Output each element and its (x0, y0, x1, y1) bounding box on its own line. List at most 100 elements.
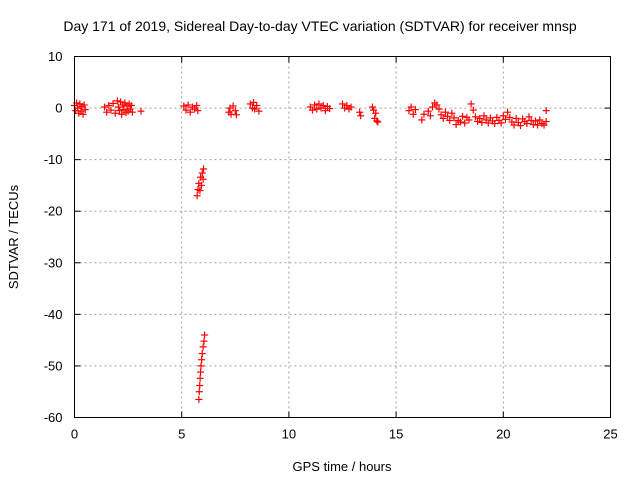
data-point (197, 362, 205, 370)
data-point (199, 343, 207, 351)
y-tick-label: 10 (48, 49, 62, 64)
data-point (315, 100, 323, 108)
data-point (409, 110, 417, 118)
data-point (456, 118, 464, 126)
data-point (407, 103, 415, 111)
data-point (255, 107, 263, 115)
data-point (512, 114, 520, 122)
data-point (418, 116, 426, 124)
y-tick-label: -10 (44, 152, 63, 167)
data-point (231, 107, 239, 115)
data-point (127, 101, 135, 109)
data-point (435, 105, 443, 113)
data-point (504, 108, 512, 116)
x-tick-label: 25 (603, 427, 617, 442)
plot-frame (74, 56, 611, 418)
data-point (536, 116, 544, 124)
data-point (448, 109, 456, 117)
data-point (467, 100, 475, 108)
y-axis-label: SDTVAR / TECUs (6, 184, 21, 289)
data-point (79, 110, 87, 118)
data-point (74, 104, 82, 112)
data-point (232, 111, 240, 119)
data-point (313, 105, 321, 113)
data-point (197, 368, 205, 376)
data-point (444, 112, 452, 120)
axis-ticks (74, 56, 611, 418)
x-tick-label: 0 (71, 427, 78, 442)
data-point (516, 122, 524, 130)
data-point (198, 356, 206, 364)
data-point (193, 101, 201, 109)
data-point (461, 119, 469, 127)
data-point (107, 106, 115, 114)
data-point (184, 101, 192, 109)
x-tick-label: 15 (389, 427, 403, 442)
data-point (429, 103, 437, 111)
data-point (469, 106, 477, 114)
data-point (199, 175, 207, 183)
data-point (437, 111, 445, 119)
data-point (339, 100, 346, 108)
data-point (523, 120, 531, 128)
data-point (196, 374, 204, 382)
data-points (71, 97, 550, 403)
data-point (374, 118, 382, 126)
chart-title: Day 171 of 2019, Sidereal Day-to-day VTE… (63, 18, 577, 34)
y-tick-label: -50 (44, 358, 63, 373)
data-point (196, 382, 204, 390)
data-point (137, 107, 145, 115)
data-point (109, 99, 117, 107)
data-point (193, 192, 201, 200)
data-point (114, 103, 122, 111)
x-tick-label: 20 (496, 427, 510, 442)
data-point (321, 107, 329, 115)
data-point (450, 114, 458, 122)
data-point (347, 103, 355, 111)
data-point (373, 117, 381, 125)
data-point (510, 121, 518, 129)
data-point (186, 108, 194, 116)
data-point (116, 107, 124, 115)
data-point (200, 337, 208, 345)
data-point (426, 112, 434, 120)
data-point (80, 101, 88, 109)
data-point (111, 109, 119, 117)
data-point (411, 106, 419, 114)
data-point (128, 108, 136, 116)
data-point (118, 110, 126, 118)
data-point (319, 101, 327, 109)
y-tick-label: -40 (44, 307, 63, 322)
data-point (446, 116, 454, 124)
x-axis-label: GPS time / hours (293, 459, 392, 474)
data-point (471, 113, 479, 121)
data-point (81, 106, 89, 114)
data-point (200, 165, 208, 173)
y-tick-label: 0 (55, 101, 62, 116)
data-point (465, 116, 473, 124)
data-point (103, 108, 111, 116)
data-point (501, 115, 509, 123)
data-point (113, 97, 121, 105)
data-point (441, 108, 449, 116)
data-point (497, 119, 505, 127)
y-tick-label: -60 (44, 410, 63, 425)
data-point (540, 121, 548, 129)
data-point (246, 100, 254, 108)
data-point (542, 117, 550, 125)
data-point (180, 102, 188, 110)
data-point (531, 117, 539, 125)
data-point (311, 101, 319, 109)
y-tick-label: -30 (44, 255, 63, 270)
data-point (484, 119, 492, 127)
data-point (452, 121, 460, 129)
data-point (478, 119, 486, 127)
tick-labels: 0 5 10 15 20 25 10 0 -10 -20 -30 -40 -50 -60 (44, 49, 618, 442)
data-point (356, 108, 364, 116)
data-point (343, 101, 351, 109)
y-tick-label: -20 (44, 204, 63, 219)
data-point (194, 107, 202, 115)
data-point (250, 98, 258, 106)
data-point (433, 101, 441, 109)
data-point (101, 103, 109, 111)
